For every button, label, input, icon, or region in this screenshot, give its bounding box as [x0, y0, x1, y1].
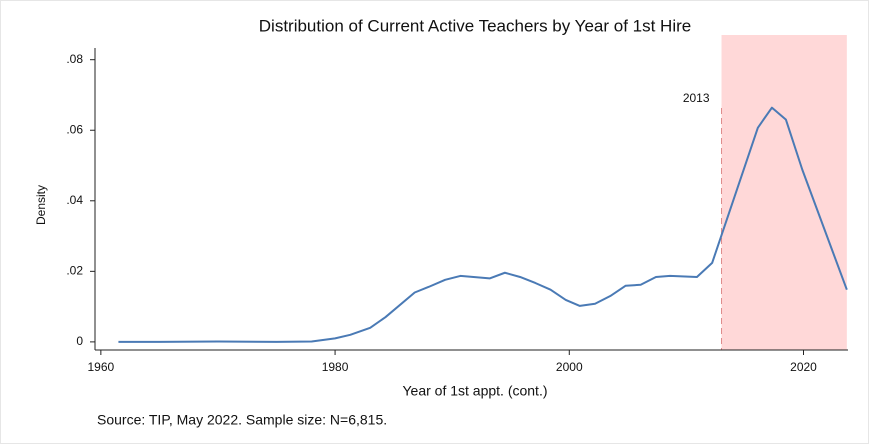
x-tick-label: 1960 [88, 360, 115, 374]
y-axis-title: Density [34, 185, 48, 225]
density-line [118, 106, 848, 343]
source-note: Source: TIP, May 2022. Sample size: N=6,… [97, 412, 387, 428]
y-tick-label: .06 [66, 122, 83, 136]
annotation-label: 2013 [683, 91, 710, 105]
highlight-region [721, 35, 847, 350]
x-tick-label: 1980 [322, 360, 349, 374]
x-tick-label: 2000 [556, 360, 583, 374]
x-tick-label: 2020 [790, 360, 817, 374]
x-axis-title: Year of 1st appt. (cont.) [402, 383, 547, 399]
y-tick-label: .02 [66, 264, 83, 278]
y-tick-label: .04 [66, 193, 83, 207]
chart-title: Distribution of Current Active Teachers … [259, 16, 691, 35]
y-tick-label: 0 [76, 334, 83, 348]
y-tick-label: .08 [66, 52, 83, 66]
